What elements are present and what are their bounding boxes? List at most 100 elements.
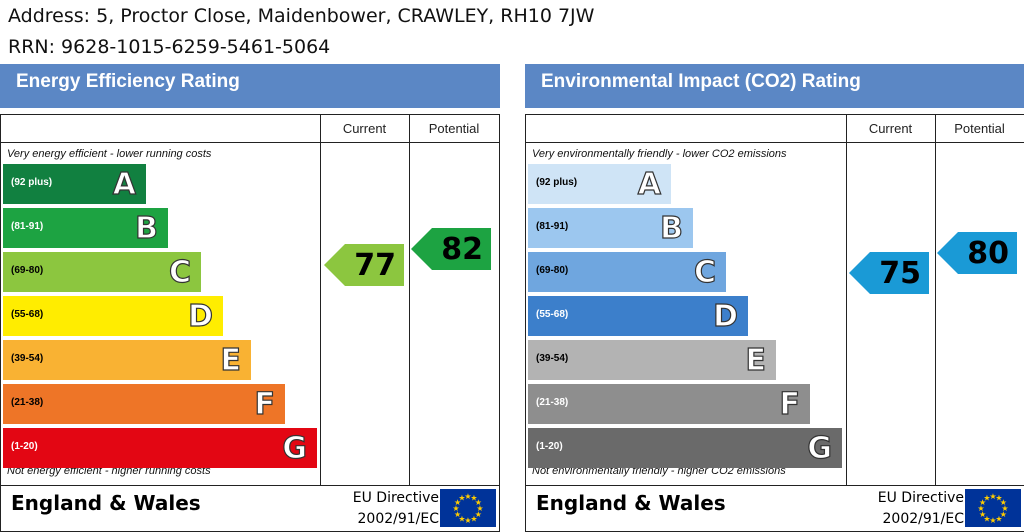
band-range-label: (1-20): [11, 441, 38, 452]
rating-arrow-shape: [411, 227, 491, 270]
bottom-caption: Not environmentally friendly - higher CO…: [532, 465, 786, 477]
rating-box: Current Potential Very energy efficient …: [0, 114, 500, 532]
svg-text:★: ★: [1000, 498, 1007, 507]
svg-text:★: ★: [475, 498, 482, 507]
header-divider: [1, 142, 499, 143]
band-range-label: (69-80): [11, 265, 44, 276]
band-letter-label: C: [693, 254, 716, 290]
environmental-impact-panel: Environmental Impact (CO2) Rating Curren…: [525, 64, 1024, 532]
rating-band-f: (21-38) F: [528, 384, 810, 424]
rating-box: Current Potential Very environmentally f…: [525, 114, 1024, 532]
header-divider: [526, 142, 1024, 143]
current-column-header: Current: [342, 121, 387, 136]
potential-rating-arrow: 82: [411, 227, 491, 270]
svg-text:★: ★: [979, 498, 986, 507]
footer-divider: [526, 485, 1024, 486]
band-range-label: (55-68): [536, 309, 569, 320]
svg-text:★: ★: [989, 516, 996, 525]
top-caption: Very energy efficient - lower running co…: [7, 148, 212, 160]
rating-value: 77: [354, 248, 396, 283]
band-letter-label: E: [745, 342, 767, 378]
band-range-label: (55-68): [11, 309, 44, 320]
svg-text:★: ★: [470, 514, 477, 523]
band-letter-label: C: [168, 254, 191, 290]
rating-band-e: (39-54) E: [528, 340, 776, 380]
band-range-label: (21-38): [11, 397, 44, 408]
address-line: Address: 5, Proctor Close, Maidenbower, …: [8, 5, 595, 27]
rating-band-d: (55-68) D: [3, 296, 223, 336]
band-range-label: (69-80): [536, 265, 569, 276]
band-letter-label: E: [220, 342, 242, 378]
region-label: England & Wales: [536, 491, 726, 515]
rating-arrow-shape: [937, 232, 1017, 274]
svg-text:★: ★: [979, 510, 986, 519]
rating-band-e: (39-54) E: [3, 340, 251, 380]
rating-band-c: (69-80) C: [528, 252, 726, 292]
eu-directive-label: EU Directive 2002/91/EC: [347, 488, 439, 530]
column-divider: [409, 115, 410, 485]
potential-column-header: Potential: [954, 121, 1005, 136]
rating-value: 82: [441, 231, 483, 267]
band-range-label: (81-91): [536, 221, 569, 232]
column-divider: [935, 115, 936, 485]
rating-arrow-shape: [849, 252, 929, 294]
rating-band-a: (92 plus) A: [528, 164, 671, 204]
panel-title: Environmental Impact (CO2) Rating: [525, 64, 1024, 108]
band-range-label: (81-91): [11, 221, 44, 232]
top-caption: Very environmentally friendly - lower CO…: [532, 148, 787, 160]
footer-divider: [1, 485, 499, 486]
potential-column-header: Potential: [428, 121, 480, 136]
svg-text:★: ★: [458, 494, 465, 503]
band-letter-label: F: [254, 386, 276, 422]
band-letter-label: G: [807, 430, 833, 466]
rating-band-d: (55-68) D: [528, 296, 748, 336]
eu-flag-icon: ★★★★★★★★★★★★: [440, 489, 496, 527]
column-divider: [320, 115, 321, 485]
current-rating-arrow: 75: [849, 252, 929, 294]
band-range-label: (21-38): [536, 397, 569, 408]
potential-rating-arrow: 80: [937, 232, 1017, 274]
current-rating-arrow: 77: [324, 244, 404, 286]
rating-arrow-shape: [324, 244, 404, 286]
column-divider: [846, 115, 847, 485]
band-range-label: (39-54): [536, 353, 569, 364]
band-letter-label: B: [660, 210, 684, 246]
band-letter-label: D: [712, 298, 738, 334]
svg-text:★: ★: [458, 514, 465, 523]
band-letter-label: A: [637, 166, 661, 202]
band-range-label: (92 plus): [536, 177, 578, 188]
eu-directive-line1: EU Directive: [352, 490, 439, 506]
rating-band-a: (92 plus) A: [3, 164, 146, 204]
svg-text:★: ★: [452, 504, 459, 513]
band-range-label: (92 plus): [11, 177, 53, 188]
energy-efficiency-panel: Energy Efficiency Rating Current Potenti…: [0, 64, 500, 532]
rating-band-b: (81-91) B: [3, 208, 168, 248]
rating-value: 80: [967, 236, 1009, 271]
svg-text:★: ★: [989, 492, 996, 501]
band-letter-label: D: [187, 298, 213, 334]
svg-text:★: ★: [995, 494, 1002, 503]
svg-text:★: ★: [977, 504, 984, 513]
svg-text:★: ★: [995, 514, 1002, 523]
band-letter-label: F: [779, 386, 801, 422]
svg-text:★: ★: [475, 510, 482, 519]
rating-band-g: (1-20) G: [3, 428, 317, 468]
svg-text:★: ★: [1001, 504, 1008, 513]
eu-directive-line2: 2002/91/EC: [882, 511, 965, 527]
current-column-header: Current: [868, 121, 913, 136]
eu-directive-line1: EU Directive: [877, 490, 964, 506]
band-range-label: (1-20): [536, 441, 563, 452]
band-letter-label: A: [112, 166, 136, 202]
band-letter-label: G: [282, 430, 308, 466]
eu-directive-label: EU Directive 2002/91/EC: [872, 488, 964, 530]
eu-flag-icon: ★★★★★★★★★★★★: [965, 489, 1021, 527]
svg-text:★: ★: [464, 516, 471, 525]
svg-text:★: ★: [983, 514, 990, 523]
svg-text:★: ★: [454, 498, 461, 507]
rating-band-f: (21-38) F: [3, 384, 285, 424]
svg-text:★: ★: [476, 504, 483, 513]
svg-text:★: ★: [983, 494, 990, 503]
svg-text:★: ★: [454, 510, 461, 519]
rating-value: 75: [879, 256, 921, 291]
svg-text:★: ★: [464, 492, 471, 501]
